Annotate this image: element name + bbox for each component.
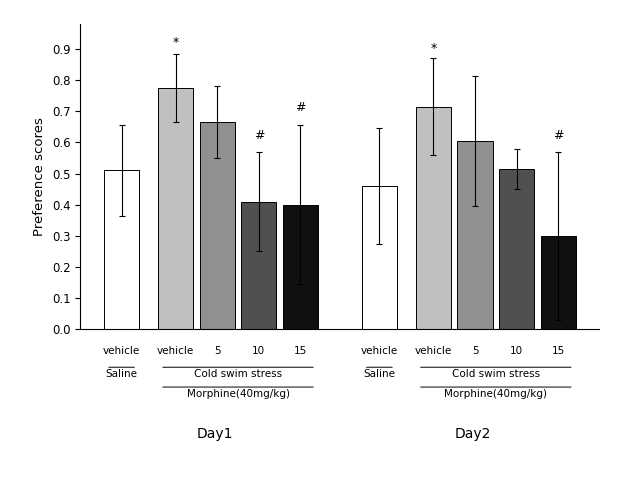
Bar bbox=[541, 236, 576, 329]
Y-axis label: Preference scores: Preference scores bbox=[33, 117, 46, 236]
Bar bbox=[499, 169, 535, 329]
Bar bbox=[104, 170, 139, 329]
Bar bbox=[200, 122, 235, 329]
Bar bbox=[158, 88, 193, 329]
Text: #: # bbox=[295, 102, 306, 114]
Text: 10: 10 bbox=[252, 346, 265, 356]
Bar bbox=[282, 205, 318, 329]
Text: 10: 10 bbox=[510, 346, 523, 356]
Bar bbox=[241, 201, 276, 329]
Text: Saline: Saline bbox=[106, 369, 138, 379]
Text: 15: 15 bbox=[294, 346, 307, 356]
Text: 5: 5 bbox=[472, 346, 478, 356]
Text: vehicle: vehicle bbox=[157, 346, 194, 356]
Bar bbox=[416, 106, 451, 329]
Text: #: # bbox=[553, 129, 564, 142]
Text: vehicle: vehicle bbox=[361, 346, 398, 356]
Bar bbox=[362, 186, 397, 329]
Text: vehicle: vehicle bbox=[415, 346, 452, 356]
Text: Cold swim stress: Cold swim stress bbox=[194, 369, 282, 379]
Text: *: * bbox=[430, 42, 436, 55]
Text: Morphine(40mg/kg): Morphine(40mg/kg) bbox=[187, 389, 289, 399]
Text: 5: 5 bbox=[214, 346, 221, 356]
Text: Saline: Saline bbox=[363, 369, 396, 379]
Text: Morphine(40mg/kg): Morphine(40mg/kg) bbox=[444, 389, 548, 399]
Text: 15: 15 bbox=[552, 346, 565, 356]
Text: Day2: Day2 bbox=[454, 427, 491, 441]
Text: #: # bbox=[253, 129, 264, 142]
Text: Cold swim stress: Cold swim stress bbox=[452, 369, 540, 379]
Text: vehicle: vehicle bbox=[103, 346, 140, 356]
Text: *: * bbox=[172, 36, 179, 49]
Bar bbox=[457, 141, 493, 329]
Text: Day1: Day1 bbox=[197, 427, 233, 441]
